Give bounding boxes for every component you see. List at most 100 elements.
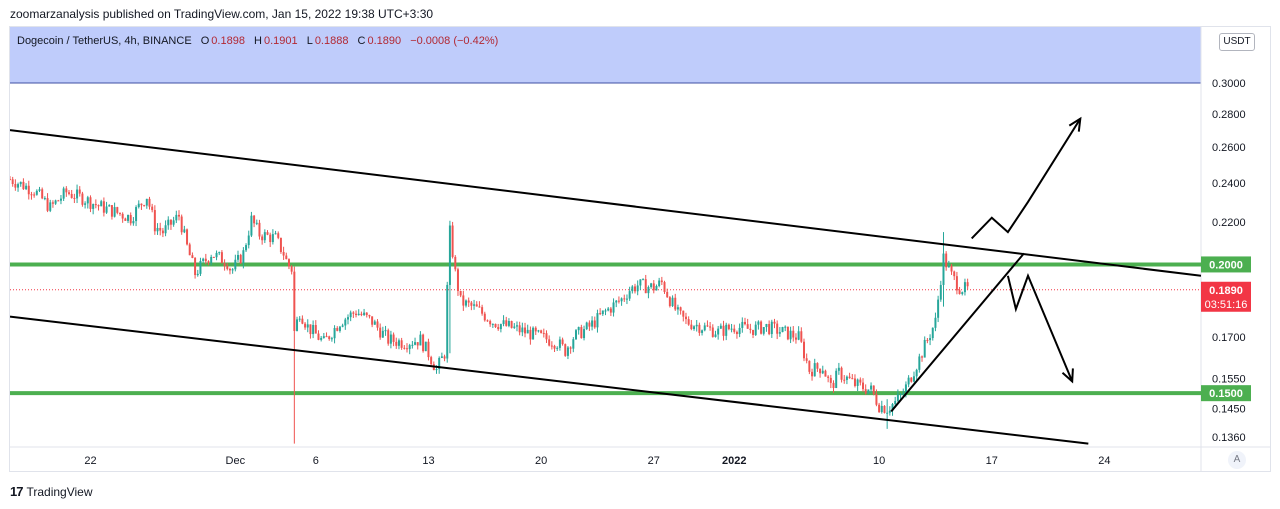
x-tick-label: 20 [535, 455, 547, 467]
candle-body [210, 256, 213, 263]
candle-body [81, 193, 84, 205]
candle-body [446, 284, 449, 359]
candle-body [642, 279, 645, 281]
x-tick-label: 10 [873, 455, 885, 467]
candle-body [505, 320, 508, 326]
candle-body [59, 198, 62, 201]
x-tick-label: 22 [84, 455, 96, 467]
candle-body [191, 255, 194, 258]
candle-body [41, 189, 44, 199]
bullish-projection-arrow-head [1068, 116, 1082, 132]
candle-body [596, 313, 599, 328]
y-tick-label: 0.1550 [1212, 374, 1246, 386]
chart-frame[interactable] [9, 26, 1271, 472]
candle-body [652, 283, 655, 291]
candle-body [336, 328, 339, 331]
candle-body [958, 290, 961, 294]
candle-body [151, 206, 154, 211]
candle-body [912, 376, 915, 382]
candle-body [43, 198, 46, 200]
candle-body [296, 319, 299, 331]
candle-body [663, 282, 666, 292]
candle-body [682, 310, 685, 317]
candle-body [212, 256, 215, 258]
y-tick-label: 0.1700 [1212, 332, 1246, 344]
trendline [890, 252, 1025, 413]
candle-body [845, 376, 848, 380]
candle-body [569, 347, 572, 349]
candle-body [548, 339, 551, 346]
x-tick-label: 6 [313, 455, 319, 467]
candle-body [583, 329, 586, 339]
x-tick-label: 13 [422, 455, 434, 467]
candle-body [46, 198, 49, 211]
candle-body [357, 313, 360, 316]
candle-body [255, 222, 258, 224]
candle-body [253, 215, 256, 224]
candle-body [194, 257, 197, 276]
last-price-label: 0.1890 [1209, 285, 1243, 297]
candle-body [309, 324, 312, 335]
currency-unit-button[interactable]: USDT [1219, 33, 1255, 51]
candle-body [384, 330, 387, 332]
candle-body [97, 205, 100, 207]
candle-body [456, 269, 459, 291]
candle-body [19, 181, 22, 185]
candle-body [735, 331, 738, 335]
candle-body [749, 328, 752, 330]
auto-scale-button[interactable]: A [1228, 451, 1246, 469]
candle-body [781, 327, 784, 333]
x-tick-label: 17 [986, 455, 998, 467]
candle-body [513, 326, 516, 328]
candle-body [397, 340, 400, 346]
candle-body [695, 324, 698, 327]
candle-body [481, 307, 484, 314]
x-tick-label: 27 [648, 455, 660, 467]
candle-body [153, 210, 156, 232]
candle-body [368, 315, 371, 317]
symbol-title[interactable]: Dogecoin / TetherUS, 4h, BINANCE [17, 35, 192, 47]
candle-body [644, 279, 647, 294]
candle-body [805, 358, 808, 361]
candle-body [510, 321, 513, 328]
candle-body [379, 327, 382, 338]
candle-body [733, 328, 736, 332]
candle-body [609, 308, 612, 313]
candle-body [228, 268, 231, 271]
candle-body [719, 325, 722, 329]
candle-body [411, 344, 414, 346]
candle-body [950, 265, 953, 272]
candle-body [915, 369, 918, 377]
candle-body [365, 312, 368, 316]
candle-body [389, 334, 392, 344]
candle-body [819, 368, 822, 374]
candle-body [33, 194, 36, 196]
candle-body [674, 297, 677, 310]
candle-body [754, 324, 757, 335]
candle-body [371, 316, 374, 325]
candle-body [467, 300, 470, 303]
candle-body [676, 307, 679, 310]
candle-body [773, 321, 776, 324]
bearish-projection-arrow [1006, 273, 1074, 382]
candle-body [778, 332, 781, 334]
candle-body [239, 254, 242, 264]
candle-body [518, 325, 521, 333]
candle-body [808, 360, 811, 372]
candle-body [231, 269, 234, 271]
candle-body [888, 410, 891, 413]
candle-body [907, 377, 910, 385]
candle-body [701, 330, 704, 333]
candle-body [537, 330, 540, 332]
candle-body [811, 371, 814, 377]
candle-body [30, 194, 33, 196]
candle-body [269, 234, 272, 243]
candle-body [853, 378, 856, 386]
candle-body [521, 327, 524, 333]
candle-body [84, 203, 87, 205]
candle-body [886, 412, 889, 414]
candle-body [558, 339, 561, 348]
candle-body [813, 363, 816, 377]
candle-body [797, 331, 800, 340]
